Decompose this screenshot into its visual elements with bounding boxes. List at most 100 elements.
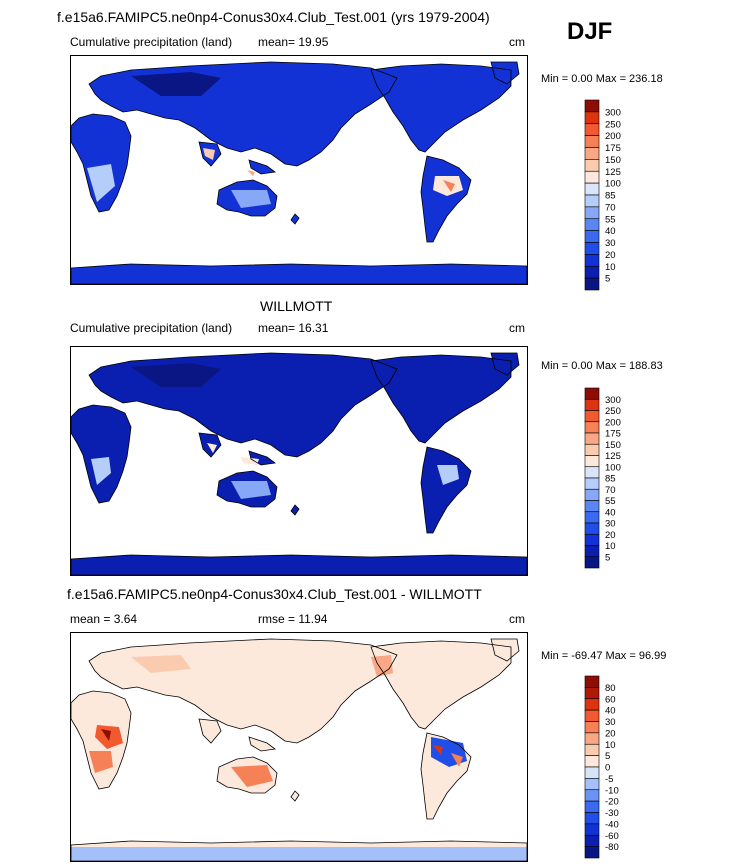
land-antarctica — [71, 264, 527, 284]
colorbar-tick-label: 85 — [605, 474, 616, 485]
coastline-india — [198, 432, 222, 458]
colorbar-tick-label: -5 — [605, 774, 613, 785]
colorbar-box — [584, 218, 600, 231]
colorbar-box — [584, 466, 600, 479]
colorbar-box — [584, 443, 600, 456]
colorbar-box — [584, 533, 600, 546]
land-accent — [101, 729, 111, 741]
panel3-mean-label: mean = 3.64 — [70, 612, 138, 626]
colorbar-box — [584, 265, 600, 279]
land-samerica — [421, 156, 471, 242]
land-accent — [203, 148, 215, 160]
coastline-namerica — [370, 640, 512, 730]
colorbar-tick-label: 30 — [605, 519, 616, 530]
coastline-nz — [290, 213, 300, 225]
coastline-australia — [216, 470, 278, 508]
colorbar-box — [584, 500, 600, 513]
colorbar-box — [584, 698, 600, 711]
land-samerica — [421, 447, 471, 533]
colorbar-tick-label: 20 — [605, 530, 616, 541]
colorbar-tick-label: 150 — [605, 155, 621, 166]
colorbar-tick-label: -10 — [605, 785, 619, 796]
panel3-colorbar: 80 60 40 30 20 10 5 0 -5 -10 -20 -30 -40 -60 -80 — [584, 675, 625, 859]
colorbar-box — [584, 778, 600, 791]
colorbar-tick-label: 40 — [605, 507, 616, 518]
panel1-map — [70, 55, 528, 285]
colorbar-box — [584, 834, 600, 847]
panel2-unit-label: cm — [509, 321, 525, 335]
colorbar-tick-label: 150 — [605, 440, 621, 451]
panel3-minmax: Min = -69.47 Max = 96.99 — [541, 650, 667, 662]
panel1-left-label: Cumulative precipitation (land) — [70, 35, 233, 49]
colorbar-box — [584, 511, 600, 524]
coastline-eurasia — [88, 352, 398, 458]
coastline-samerica — [420, 446, 472, 534]
colorbar-box — [584, 123, 600, 136]
colorbar-tick-label: 85 — [605, 191, 616, 202]
coastline-greenland — [490, 638, 520, 662]
coastline-australia — [216, 756, 278, 794]
colorbar-tick-label: -60 — [605, 831, 619, 842]
land-accent — [231, 190, 271, 208]
colorbar-tick-label: 10 — [605, 541, 616, 552]
colorbar-box — [584, 147, 600, 160]
land-accent — [89, 751, 113, 773]
coastline-seasia — [248, 450, 277, 466]
colorbar-box — [584, 789, 600, 802]
panel2-minmax: Min = 0.00 Max = 188.83 — [541, 360, 663, 372]
colorbar-box — [584, 709, 600, 722]
land-accent — [443, 180, 455, 192]
colorbar-tick-label: -40 — [605, 819, 619, 830]
coastline-seasia — [248, 736, 277, 752]
colorbar-box — [584, 488, 600, 501]
colorbar-tick-label: 125 — [605, 167, 621, 178]
colorbar-tick-label: 200 — [605, 131, 621, 142]
coastline-namerica — [370, 63, 512, 153]
colorbar-tick-label: 30 — [605, 238, 616, 249]
colorbar-box — [584, 182, 600, 196]
panel1-title: f.e15a6.FAMIPC5.ne0np4-Conus30x4.Club_Te… — [57, 9, 490, 25]
panel2-left-label: Cumulative precipitation (land) — [70, 321, 233, 335]
colorbar-tick-label: 300 — [605, 395, 621, 406]
panel3-title: f.e15a6.FAMIPC5.ne0np4-Conus30x4.Club_Te… — [67, 586, 482, 602]
land-namerica — [371, 64, 511, 152]
colorbar-box — [584, 675, 600, 688]
coastline-africa — [71, 404, 132, 504]
colorbar-box — [584, 455, 600, 468]
land-accent — [437, 465, 459, 485]
colorbar-box — [584, 545, 600, 558]
coastline-australia — [216, 179, 278, 217]
colorbar-tick-label: 55 — [605, 496, 616, 507]
land-eurasia — [89, 639, 397, 743]
colorbar-box — [584, 766, 600, 779]
coastline-greenland — [490, 61, 520, 85]
coastline-india — [198, 718, 222, 744]
colorbar-tick-label: -80 — [605, 842, 619, 853]
colorbar-tick-label: 125 — [605, 451, 621, 462]
land-antarctica — [71, 555, 527, 575]
colorbar-box — [584, 800, 600, 813]
panel1-unit-label: cm — [509, 35, 525, 49]
land-accent — [207, 443, 217, 453]
colorbar-box — [584, 242, 600, 255]
land-nz — [291, 791, 299, 801]
colorbar-tick-label: 250 — [605, 406, 621, 417]
colorbar-box — [584, 687, 600, 700]
colorbar-box — [584, 410, 600, 423]
colorbar-tick-label: 10 — [605, 262, 616, 273]
colorbar-tick-label: 30 — [605, 717, 616, 728]
colorbar-box — [584, 387, 600, 400]
colorbar-box — [584, 812, 600, 825]
colorbar-tick-label: 80 — [605, 683, 616, 694]
colorbar-box — [584, 159, 600, 172]
coastline-africa — [71, 113, 132, 213]
coastline-antarctica — [71, 554, 527, 575]
coastline-antarctica — [71, 263, 527, 284]
colorbar-tick-label: 70 — [605, 202, 616, 213]
coastline-india — [198, 141, 222, 167]
land-accent — [231, 765, 273, 787]
colorbar-box — [584, 421, 600, 434]
colorbar-tick-label: 20 — [605, 250, 616, 261]
colorbar-box — [584, 99, 600, 113]
colorbar-box — [584, 477, 600, 490]
